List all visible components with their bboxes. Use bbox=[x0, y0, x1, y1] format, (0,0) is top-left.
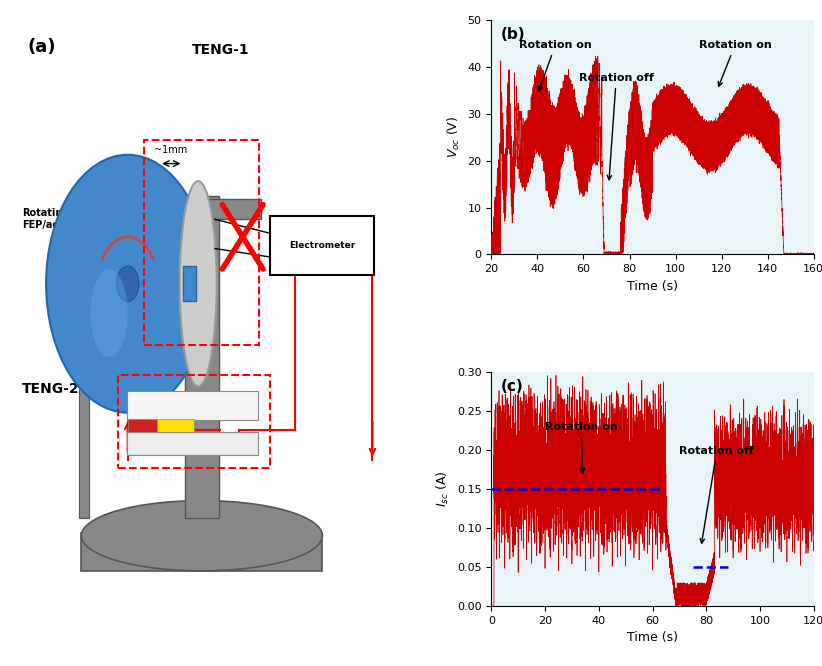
X-axis label: Time (s): Time (s) bbox=[627, 631, 678, 644]
Text: Fixed: Fixed bbox=[182, 439, 202, 448]
Circle shape bbox=[46, 155, 210, 413]
Bar bbox=[183, 266, 196, 301]
Text: Vertical movement: Vertical movement bbox=[156, 401, 229, 410]
Text: ~1mm: ~1mm bbox=[154, 145, 187, 155]
X-axis label: Time (s): Time (s) bbox=[627, 280, 678, 292]
Text: Rotation on: Rotation on bbox=[699, 40, 771, 87]
Text: (a): (a) bbox=[28, 37, 56, 55]
Text: (c): (c) bbox=[501, 379, 524, 394]
FancyBboxPatch shape bbox=[270, 216, 374, 275]
Text: Rotation off: Rotation off bbox=[579, 73, 653, 180]
Bar bbox=[81, 533, 322, 571]
Ellipse shape bbox=[81, 501, 322, 571]
Bar bbox=[127, 418, 157, 433]
Bar bbox=[80, 196, 89, 518]
Text: Electrometer: Electrometer bbox=[289, 241, 356, 250]
FancyBboxPatch shape bbox=[127, 432, 258, 455]
Circle shape bbox=[117, 266, 139, 301]
Text: (b): (b) bbox=[501, 27, 525, 42]
Bar bbox=[185, 196, 219, 518]
Text: Rotating
FEP/acrylic: Rotating FEP/acrylic bbox=[22, 208, 82, 230]
Text: Rotation on: Rotation on bbox=[545, 422, 618, 473]
Text: TENG-2: TENG-2 bbox=[22, 382, 80, 396]
Text: Rotation off: Rotation off bbox=[680, 446, 755, 543]
Text: TENG-1: TENG-1 bbox=[192, 43, 249, 57]
Ellipse shape bbox=[180, 181, 217, 386]
Y-axis label: $I_{sc}$ (A): $I_{sc}$ (A) bbox=[435, 471, 451, 507]
Ellipse shape bbox=[90, 269, 127, 357]
Text: Rotation on: Rotation on bbox=[519, 40, 592, 91]
Y-axis label: $V_{oc}$ (V): $V_{oc}$ (V) bbox=[446, 116, 462, 159]
FancyBboxPatch shape bbox=[127, 391, 258, 420]
Bar bbox=[157, 418, 195, 433]
Bar bbox=[127, 198, 261, 219]
